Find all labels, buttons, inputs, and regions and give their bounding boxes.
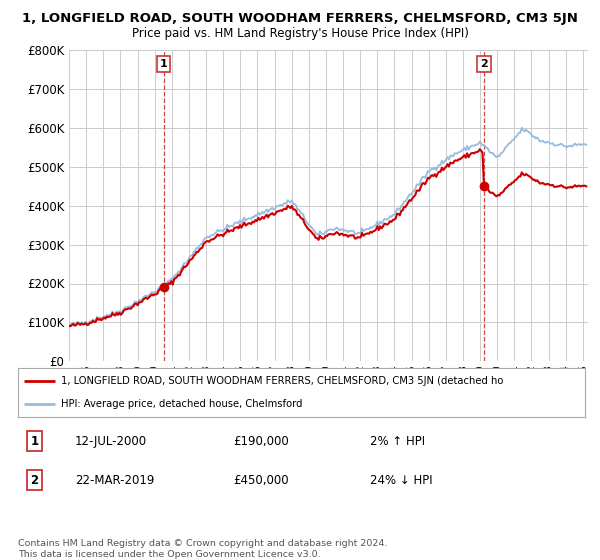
Text: 1: 1 (160, 59, 167, 69)
Text: 24% ↓ HPI: 24% ↓ HPI (370, 474, 432, 487)
Text: Price paid vs. HM Land Registry's House Price Index (HPI): Price paid vs. HM Land Registry's House … (131, 27, 469, 40)
Text: 2: 2 (31, 474, 38, 487)
Text: HPI: Average price, detached house, Chelmsford: HPI: Average price, detached house, Chel… (61, 399, 302, 409)
Text: 12-JUL-2000: 12-JUL-2000 (75, 435, 147, 447)
Text: 2: 2 (480, 59, 488, 69)
Text: Contains HM Land Registry data © Crown copyright and database right 2024.
This d: Contains HM Land Registry data © Crown c… (18, 539, 388, 559)
Text: 2% ↑ HPI: 2% ↑ HPI (370, 435, 425, 447)
Text: 1, LONGFIELD ROAD, SOUTH WOODHAM FERRERS, CHELMSFORD, CM3 5JN (detached ho: 1, LONGFIELD ROAD, SOUTH WOODHAM FERRERS… (61, 376, 503, 386)
Text: 1, LONGFIELD ROAD, SOUTH WOODHAM FERRERS, CHELMSFORD, CM3 5JN: 1, LONGFIELD ROAD, SOUTH WOODHAM FERRERS… (22, 12, 578, 25)
Text: £450,000: £450,000 (233, 474, 289, 487)
Text: 22-MAR-2019: 22-MAR-2019 (75, 474, 154, 487)
Text: 1: 1 (31, 435, 38, 447)
Text: £190,000: £190,000 (233, 435, 289, 447)
